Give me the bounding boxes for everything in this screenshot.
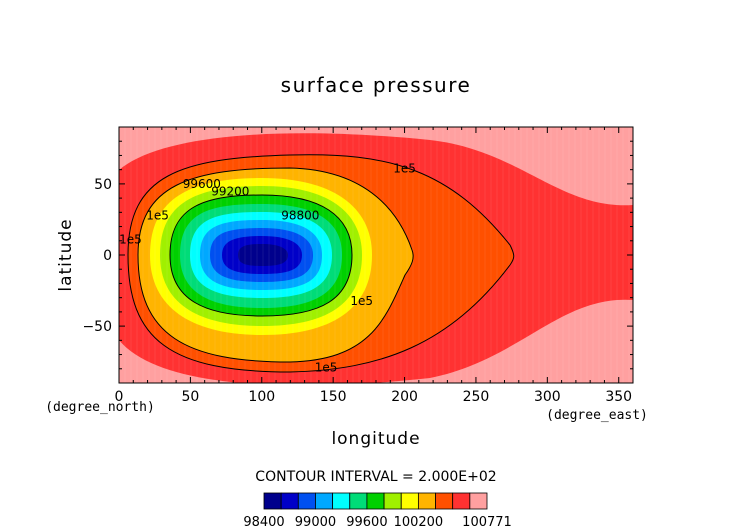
colorbar-labels: 98400 99000 99600 100200 100771	[243, 515, 512, 530]
colorbar-swatch	[417, 492, 436, 510]
x-tick-label: 200	[391, 389, 418, 405]
x-tick-label: 300	[534, 389, 561, 405]
colorbar-swatch	[383, 492, 402, 510]
x-tick-label: 350	[605, 389, 632, 405]
colorbar	[263, 492, 488, 510]
colorbar-swatch	[366, 492, 385, 510]
colorbar-label: 100771	[462, 515, 512, 530]
colorbar-label: 100200	[394, 515, 444, 530]
contour-lines	[127, 154, 515, 373]
contour-line	[137, 167, 414, 363]
contour-interval-text: CONTOUR INTERVAL = 2.000E+02	[255, 469, 496, 485]
y-tick-label: 0	[103, 248, 112, 264]
colorbar-label: 99000	[295, 515, 336, 530]
colorbar-swatch	[435, 492, 454, 510]
x-tick-label: 50	[181, 389, 199, 405]
contour-label: 1e5	[393, 162, 416, 176]
x-tick-label: 100	[248, 389, 275, 405]
contour-fills	[119, 127, 633, 383]
contour-label: 99200	[211, 184, 249, 198]
chart-title: surface pressure	[281, 73, 472, 97]
colorbar-swatch	[452, 492, 471, 510]
y-axis-label: latitude	[56, 218, 76, 291]
plot-area	[119, 127, 633, 383]
x-tick-label: 250	[463, 389, 490, 405]
y-axis: −50 0 50	[82, 140, 633, 370]
colorbar-swatch	[469, 492, 488, 510]
contour-label: 1e5	[119, 233, 142, 247]
x-tick-label: 0	[115, 389, 124, 405]
x-units-label: (degree_east)	[546, 408, 648, 423]
contour-line	[127, 154, 515, 373]
y-tick-label: 50	[94, 177, 112, 193]
contour-band	[238, 244, 288, 266]
colorbar-swatch	[400, 492, 419, 510]
contour-label: 99600	[183, 177, 221, 191]
x-axis: 0 50 100 150 200 250 300 350	[115, 127, 632, 405]
colorbar-swatch	[263, 492, 282, 510]
contour-label: 98800	[281, 208, 319, 222]
colorbar-swatch	[332, 492, 351, 510]
contour-label: 1e5	[315, 361, 338, 375]
x-tick-label: 150	[320, 389, 347, 405]
contour-label: 1e5	[350, 294, 373, 308]
colorbar-swatch	[297, 492, 316, 510]
contour-label: 1e5	[146, 208, 169, 222]
colorbar-swatch	[315, 492, 334, 510]
colorbar-swatch	[280, 492, 299, 510]
x-axis-label: longitude	[331, 429, 420, 449]
colorbar-swatch	[349, 492, 368, 510]
y-tick-label: −50	[82, 319, 112, 335]
y-units-label: (degree_north)	[45, 400, 155, 415]
colorbar-label: 98400	[243, 515, 284, 530]
contour-line	[169, 194, 353, 317]
colorbar-label: 99600	[346, 515, 387, 530]
